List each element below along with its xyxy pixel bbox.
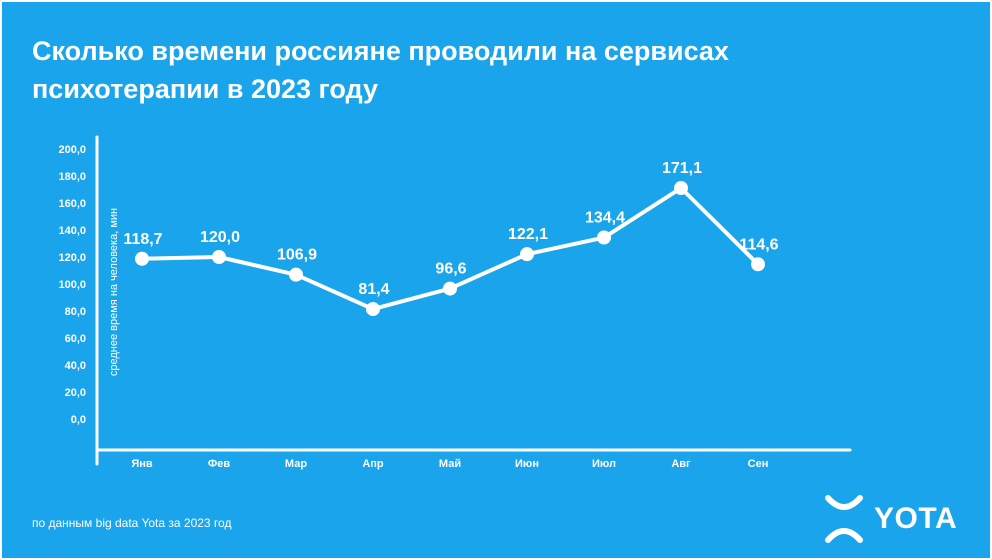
chart-title-line-1: Сколько времени россияне проводили на се… — [32, 36, 729, 66]
data-point — [135, 251, 149, 266]
y-tick-label: 20,0 — [65, 387, 86, 399]
x-tick-label: Мар — [285, 458, 307, 470]
y-axis-label: среднее время на человека, мин — [108, 208, 120, 376]
data-label: 96,6 — [435, 261, 466, 278]
source-footnote: по данным big data Yota за 2023 год — [32, 516, 232, 530]
y-tick-label: 80,0 — [65, 306, 86, 318]
y-tick-label: 140,0 — [58, 225, 86, 237]
x-tick-label: Сен — [748, 458, 769, 470]
data-point — [212, 250, 226, 264]
data-point — [443, 281, 457, 296]
y-tick-label: 160,0 — [58, 198, 86, 210]
data-label: 134,4 — [585, 210, 625, 227]
data-point — [751, 257, 765, 272]
data-label: 81,4 — [358, 281, 389, 298]
data-label: 118,7 — [123, 231, 162, 248]
data-label: 114,6 — [739, 236, 778, 253]
data-label: 171,1 — [662, 160, 702, 177]
data-point — [520, 247, 534, 262]
chart-title-line-2: психотерапии в 2023 году — [32, 74, 379, 104]
y-tick-label: 40,0 — [65, 360, 86, 372]
x-tick-label: Июн — [515, 458, 539, 470]
data-point — [674, 181, 688, 196]
y-tick-label: 100,0 — [58, 279, 86, 291]
yota-logo-icon — [825, 495, 863, 543]
data-label: 106,9 — [277, 247, 317, 264]
data-point — [289, 267, 303, 282]
yota-logo: YOTA — [822, 494, 957, 544]
y-tick-label: 120,0 — [58, 252, 86, 264]
data-label: 122,1 — [508, 226, 548, 243]
y-tick-label: 0,0 — [71, 414, 86, 426]
x-tick-label: Апр — [362, 458, 384, 470]
data-point — [597, 230, 611, 245]
y-tick-label: 60,0 — [65, 333, 86, 345]
data-label: 120,0 — [200, 229, 240, 246]
x-tick-label: Янв — [131, 458, 153, 470]
y-tick-label: 200,0 — [58, 144, 86, 156]
x-tick-label: Июл — [592, 458, 616, 470]
y-tick-label: 180,0 — [58, 171, 86, 183]
x-tick-label: Авг — [671, 458, 691, 470]
x-tick-label: Фев — [208, 458, 231, 470]
yota-logo-text: YOTA — [874, 502, 958, 535]
x-tick-label: Май — [439, 458, 461, 470]
chart-title: Сколько времени россияне проводили на се… — [32, 32, 832, 108]
data-point — [366, 302, 380, 317]
